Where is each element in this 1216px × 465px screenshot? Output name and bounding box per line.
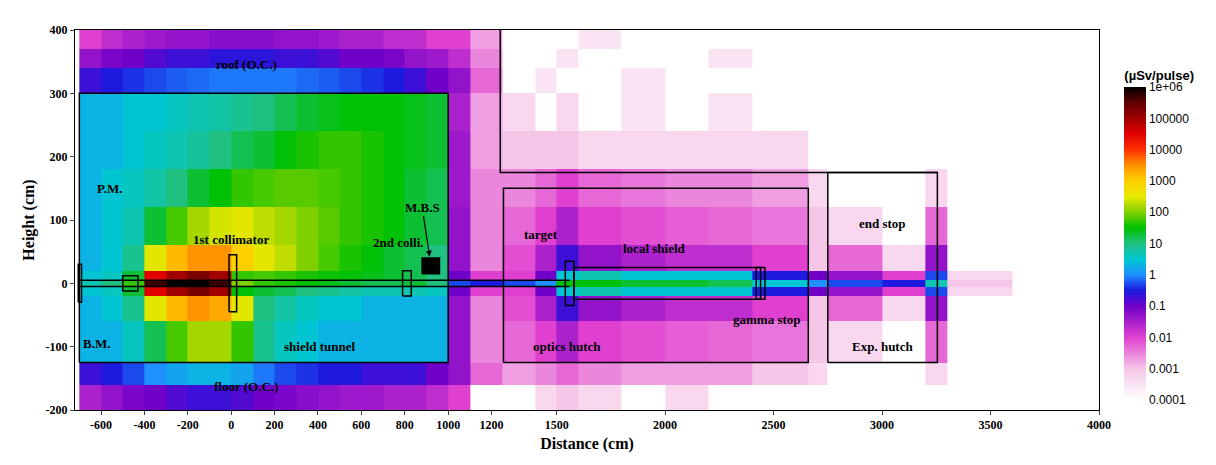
svg-text:0.001: 0.001 [1149,362,1179,376]
svg-text:3500: 3500 [979,418,1003,432]
svg-text:-400: -400 [133,418,155,432]
svg-text:0: 0 [62,277,68,291]
svg-text:1st collimator: 1st collimator [193,232,269,247]
svg-text:100: 100 [1149,205,1169,219]
svg-text:local shield: local shield [623,241,686,256]
svg-text:0.1: 0.1 [1149,299,1166,313]
svg-text:1500: 1500 [545,418,569,432]
svg-text:floor (O.C.): floor (O.C.) [214,379,278,394]
svg-text:1: 1 [1149,268,1156,282]
svg-text:300: 300 [50,87,68,101]
svg-text:-600: -600 [90,418,112,432]
svg-text:optics hutch: optics hutch [533,339,601,354]
svg-text:400: 400 [309,418,327,432]
svg-text:Height (cm): Height (cm) [20,179,38,260]
svg-text:Exp. hutch: Exp. hutch [852,339,913,354]
svg-text:100000: 100000 [1149,112,1189,126]
svg-text:roof (O.C.): roof (O.C.) [216,57,277,72]
svg-text:2500: 2500 [762,418,786,432]
svg-text:200: 200 [50,150,68,164]
svg-text:end stop: end stop [859,216,906,231]
svg-text:0: 0 [228,418,234,432]
svg-text:target: target [524,227,558,242]
svg-text:1000: 1000 [1149,174,1176,188]
svg-text:Distance (cm): Distance (cm) [540,435,634,453]
svg-text:2nd colli.: 2nd colli. [373,235,424,250]
svg-text:shield tunnel: shield tunnel [284,339,356,354]
svg-text:200: 200 [266,418,284,432]
svg-text:(µSv/pulse): (µSv/pulse) [1124,68,1194,83]
svg-text:B.M.: B.M. [83,336,110,351]
svg-text:-100: -100 [46,340,68,354]
svg-text:4000: 4000 [1087,418,1111,432]
svg-text:P.M.: P.M. [97,181,123,196]
svg-text:1200: 1200 [480,418,504,432]
svg-text:1000: 1000 [436,418,460,432]
svg-text:0.0001: 0.0001 [1149,393,1186,407]
svg-text:10000: 10000 [1149,143,1183,157]
svg-text:800: 800 [396,418,414,432]
svg-text:M.B.S: M.B.S [405,200,440,215]
svg-text:-200: -200 [46,403,68,417]
svg-text:1e+06: 1e+06 [1149,80,1183,94]
svg-text:400: 400 [50,23,68,37]
svg-text:2000: 2000 [653,418,677,432]
svg-text:-200: -200 [177,418,199,432]
svg-text:100: 100 [50,213,68,227]
svg-text:0.01: 0.01 [1149,331,1173,345]
svg-text:600: 600 [352,418,370,432]
svg-text:10: 10 [1149,237,1163,251]
svg-text:3000: 3000 [870,418,894,432]
svg-text:gamma stop: gamma stop [733,312,801,327]
